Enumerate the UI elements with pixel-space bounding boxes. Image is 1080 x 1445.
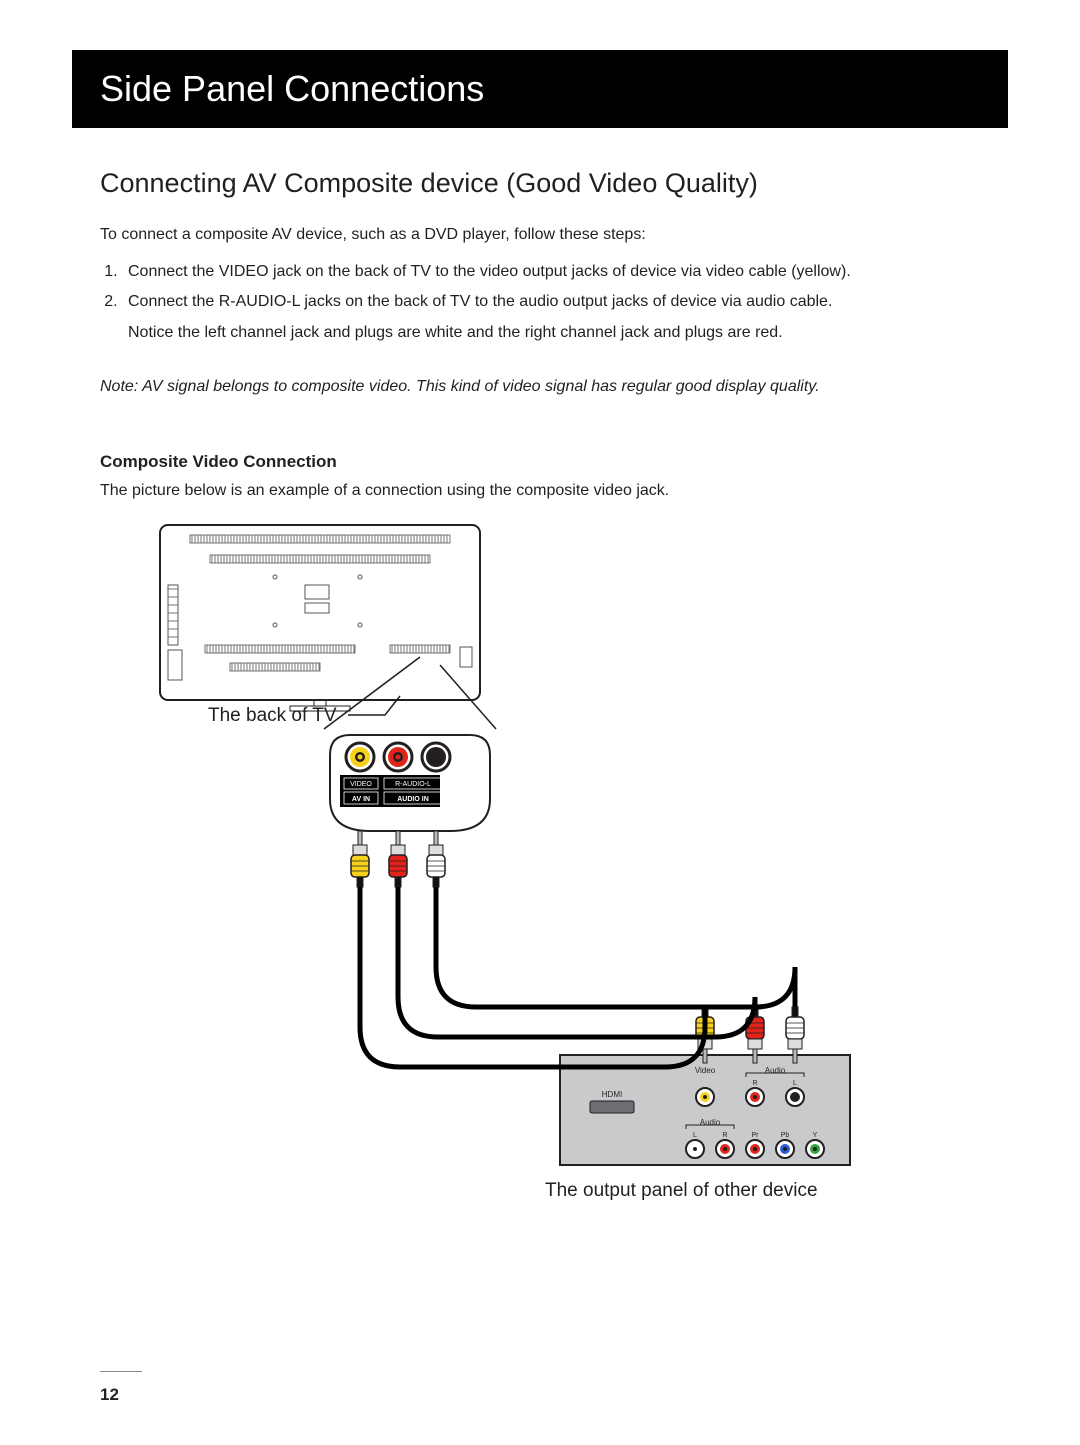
device-label: The output panel of other device [545, 1180, 818, 1202]
svg-text:R-AUDIO-L: R-AUDIO-L [395, 781, 431, 788]
intro-text: To connect a composite AV device, such a… [100, 223, 980, 247]
step-2-text: Connect the R-AUDIO-L jacks on the back … [128, 293, 832, 310]
steps-list: Connect the VIDEO jack on the back of TV… [100, 257, 980, 348]
step-2: Connect the R-AUDIO-L jacks on the back … [122, 287, 980, 348]
svg-text:R: R [752, 1080, 757, 1087]
svg-text:Pr: Pr [752, 1132, 760, 1139]
svg-text:Pb: Pb [781, 1132, 790, 1139]
svg-text:AUDIO IN: AUDIO IN [397, 796, 429, 803]
subheading: Connecting AV Composite device (Good Vid… [100, 168, 980, 199]
caption-text: The picture below is an example of a con… [100, 482, 980, 500]
note-text: Note: AV signal belongs to composite vid… [100, 378, 980, 396]
step-1: Connect the VIDEO jack on the back of TV… [122, 257, 980, 287]
svg-text:VIDEO: VIDEO [350, 781, 372, 788]
section-label: Composite Video Connection [100, 452, 980, 472]
svg-text:Audio: Audio [765, 1066, 786, 1075]
svg-text:L: L [793, 1080, 797, 1087]
tv-label: The back of TV [208, 705, 337, 727]
page-header: Side Panel Connections [72, 50, 1008, 128]
svg-text:Y: Y [813, 1132, 818, 1139]
svg-text:AV IN: AV IN [352, 796, 370, 803]
svg-text:Video: Video [695, 1066, 716, 1075]
svg-text:L: L [693, 1132, 697, 1139]
diagram-svg: VIDEO R-AUDIO-L AV IN AUDIO IN HDMI Video Audi… [100, 510, 980, 1210]
svg-text:R: R [722, 1132, 727, 1139]
diagram: VIDEO R-AUDIO-L AV IN AUDIO IN HDMI Video Audi… [100, 510, 980, 1210]
page-number: 12 [100, 1385, 119, 1405]
svg-text:Audio: Audio [700, 1118, 721, 1127]
step-2-sub: Notice the left channel jack and plugs a… [128, 324, 783, 341]
content-region: Connecting AV Composite device (Good Vid… [0, 128, 1080, 1210]
svg-text:HDMI: HDMI [602, 1090, 622, 1099]
